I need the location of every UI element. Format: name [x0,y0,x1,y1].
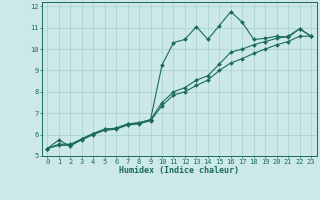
X-axis label: Humidex (Indice chaleur): Humidex (Indice chaleur) [119,166,239,175]
